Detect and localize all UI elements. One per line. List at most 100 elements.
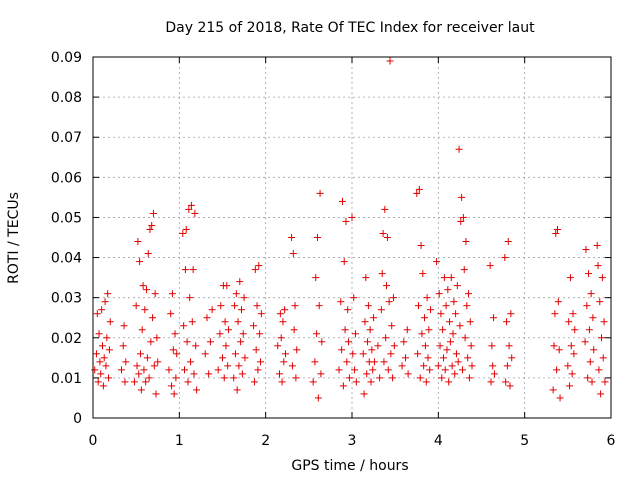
data-point [585,326,593,334]
data-point [181,366,189,374]
data-point [120,322,128,330]
data-point [339,382,347,390]
data-point [288,362,296,370]
data-point [462,238,470,246]
data-point [139,282,147,290]
data-point [465,290,473,298]
data-point [351,366,359,374]
data-point [341,326,349,334]
data-point [453,282,461,290]
data-point [255,262,263,270]
data-point [276,310,284,318]
data-point [452,350,460,358]
data-point [225,326,233,334]
data-point [316,189,324,197]
data-point [180,322,188,330]
data-point [167,310,175,318]
data-point [147,338,155,346]
data-point [551,310,559,318]
data-point [237,338,245,346]
data-point [466,318,474,326]
data-point [104,290,112,298]
chart-title: Day 215 of 2018, Rate Of TEC Index for r… [165,20,535,36]
data-point [389,294,397,302]
data-point [309,378,317,386]
data-point [503,362,511,370]
data-point [233,386,241,394]
data-point [312,274,320,282]
data-point [581,338,589,346]
data-point [556,394,564,402]
data-point [288,234,296,241]
data-point [100,354,108,362]
data-point [464,354,472,362]
data-point [600,318,608,326]
data-point [433,258,441,266]
data-point [311,358,319,366]
data-point [463,302,471,310]
data-point [459,213,467,221]
data-point [182,225,190,233]
data-point [201,350,209,358]
data-point [232,290,240,298]
data-point [601,378,609,386]
data-point [461,334,469,342]
data-point [337,298,345,306]
data-point [504,238,512,246]
data-point [222,342,230,350]
data-point [390,342,398,350]
data-point [465,374,473,382]
data-point [135,370,143,378]
data-point [427,306,435,314]
data-point [95,330,103,338]
data-point [138,326,146,334]
data-point [216,330,224,338]
data-point [206,338,214,346]
x-tick-label: 4 [434,433,443,449]
data-point [140,366,148,374]
data-point [289,250,297,258]
data-point [362,274,370,282]
data-point [452,310,460,318]
data-point [137,386,145,394]
data-point [134,238,142,246]
grid [93,57,611,418]
data-point [438,374,446,382]
data-point [149,314,157,322]
data-point [349,350,357,358]
data-point [314,394,322,402]
data-point [382,334,390,342]
data-point [370,358,378,366]
data-point [344,306,352,314]
data-point [221,318,229,326]
data-point [369,366,377,374]
data-point [550,342,558,350]
data-point [554,298,562,306]
data-point [290,326,298,334]
data-point [278,378,286,386]
data-point [188,318,196,326]
data-point [363,370,371,378]
data-point [570,350,578,358]
data-point [597,390,605,398]
x-tick-label: 0 [89,433,98,449]
data-point [584,374,592,382]
data-point [169,346,177,354]
data-point [423,294,431,302]
data-point [103,334,111,342]
data-point [313,234,321,241]
y-tick-label: 0 [73,411,82,427]
data-point [403,326,411,334]
data-point [457,217,465,225]
data-point [490,314,498,322]
data-point [564,362,572,370]
data-point [203,314,211,322]
data-point [146,225,154,233]
data-point [416,374,424,382]
data-point [488,342,496,350]
data-point [417,242,425,250]
data-point [508,354,516,362]
data-point [595,366,603,374]
data-point [149,209,157,217]
